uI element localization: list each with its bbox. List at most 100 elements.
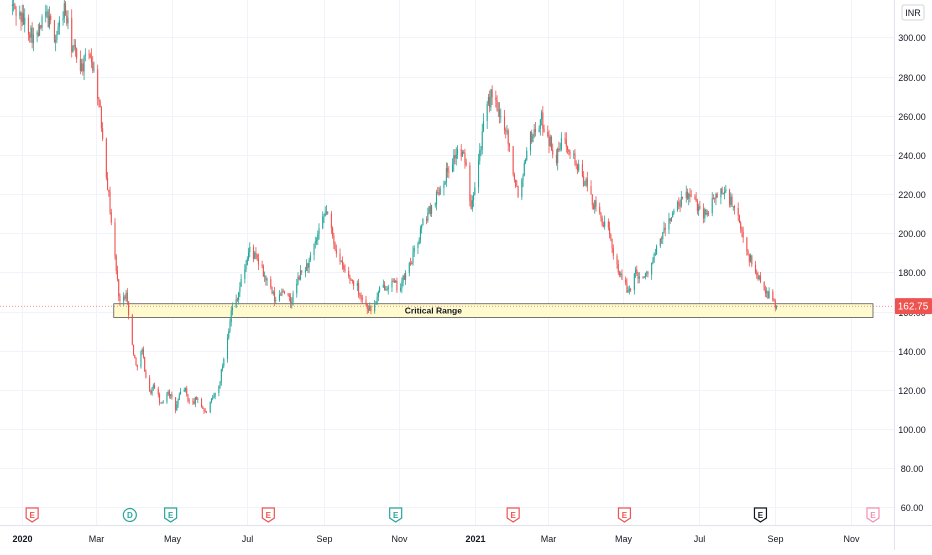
candle-body — [176, 404, 178, 411]
candle-body — [668, 218, 670, 230]
y-tick-label: 200.00 — [898, 229, 926, 239]
candle-body — [651, 262, 653, 275]
earnings-marker-shape — [753, 507, 768, 523]
candle-body — [766, 291, 768, 294]
candle-body — [547, 131, 549, 137]
last-price-value: 162.75 — [898, 302, 929, 313]
candle-body — [313, 243, 315, 256]
candle-body — [29, 34, 31, 38]
candle-body — [767, 291, 769, 298]
x-tick-label: Nov — [391, 534, 408, 544]
candle-body — [751, 255, 753, 265]
critical-range-box[interactable] — [113, 303, 874, 318]
candle-body — [470, 200, 472, 209]
candle-body — [53, 20, 55, 42]
earnings-event-marker[interactable]: E — [25, 507, 39, 523]
candle-body — [565, 139, 567, 147]
candle-body — [516, 186, 518, 187]
currency-badge[interactable]: INR — [901, 4, 925, 21]
candle-body — [384, 284, 386, 291]
candle-body — [741, 228, 743, 232]
earnings-event-marker[interactable]: E — [506, 507, 520, 523]
candle-body — [513, 174, 515, 180]
earnings-event-marker[interactable]: E — [753, 507, 768, 523]
critical-range-zone[interactable]: Critical Range — [113, 303, 874, 318]
candle-body — [585, 178, 587, 185]
candle-body — [334, 244, 336, 250]
candle-body — [82, 63, 84, 72]
candle-body — [356, 283, 358, 286]
candle-body — [171, 394, 173, 398]
candle-body — [56, 34, 58, 40]
candle-body — [292, 293, 294, 303]
candle-body — [426, 219, 428, 221]
candle-body — [135, 357, 137, 366]
currency-label: INR — [905, 8, 921, 18]
candle-body — [636, 269, 638, 274]
candle-body — [55, 39, 57, 42]
earnings-event-marker[interactable]: E — [389, 507, 403, 523]
event-marker-glyph: E — [870, 511, 876, 520]
candle-body — [496, 100, 498, 111]
candle-body — [581, 164, 583, 177]
candle-body — [628, 288, 630, 291]
earnings-marker-shape — [261, 507, 275, 523]
candle-body — [344, 268, 346, 271]
candle-body — [257, 258, 259, 265]
candle-body — [725, 189, 727, 192]
earnings-event-marker[interactable]: E — [866, 507, 880, 523]
candle-body — [568, 149, 570, 152]
candlestick-series — [11, 0, 778, 414]
candle-body — [621, 273, 623, 280]
time-axis[interactable]: 2020 Mar May Jul Sep Nov 2021 Mar May Jul Sep Nov — [0, 525, 932, 545]
candle-body — [197, 399, 199, 400]
candle-body — [542, 112, 544, 129]
candle-body — [495, 97, 497, 101]
candle-body — [659, 238, 661, 246]
candle-body — [610, 234, 612, 240]
candle-body — [750, 255, 752, 262]
candle-body — [617, 264, 619, 273]
candle-body — [14, 4, 16, 9]
candle-body — [387, 287, 389, 290]
candle-body — [559, 149, 561, 151]
x-tick-label: 2021 — [465, 534, 485, 544]
earnings-event-marker[interactable]: E — [261, 507, 275, 523]
candle-body — [266, 279, 268, 281]
candle-body — [576, 164, 579, 171]
candle-body — [270, 279, 272, 288]
candle-body — [288, 295, 290, 298]
candle-body — [359, 294, 361, 296]
candle-body — [74, 45, 76, 49]
candle-body — [642, 276, 644, 278]
candle-body — [497, 109, 499, 111]
last-price-tag-bg — [895, 298, 932, 315]
y-tick-label: 60.00 — [901, 503, 924, 513]
candle-body — [19, 12, 21, 16]
candle-body — [564, 138, 566, 140]
candle-body — [714, 198, 716, 200]
candle-body — [471, 199, 473, 209]
candle-body — [212, 397, 214, 399]
candle-body — [706, 213, 708, 215]
earnings-event-marker[interactable]: E — [164, 507, 178, 523]
candle-body — [39, 25, 41, 36]
candle-body — [296, 283, 298, 294]
candle-body — [732, 206, 734, 208]
candle-body — [654, 253, 656, 255]
candle-body — [325, 211, 327, 214]
candle-body — [548, 136, 550, 146]
candle-body — [278, 294, 281, 300]
candle-body — [656, 245, 658, 254]
earnings-event-marker[interactable]: E — [617, 507, 632, 523]
candle-body — [154, 385, 156, 389]
dividend-event-marker[interactable]: D — [122, 507, 137, 523]
candle-body — [298, 276, 300, 280]
candle-body — [132, 344, 135, 355]
currency-badge-box[interactable] — [901, 4, 925, 21]
candle-body — [144, 356, 146, 372]
candle-body — [672, 213, 674, 218]
